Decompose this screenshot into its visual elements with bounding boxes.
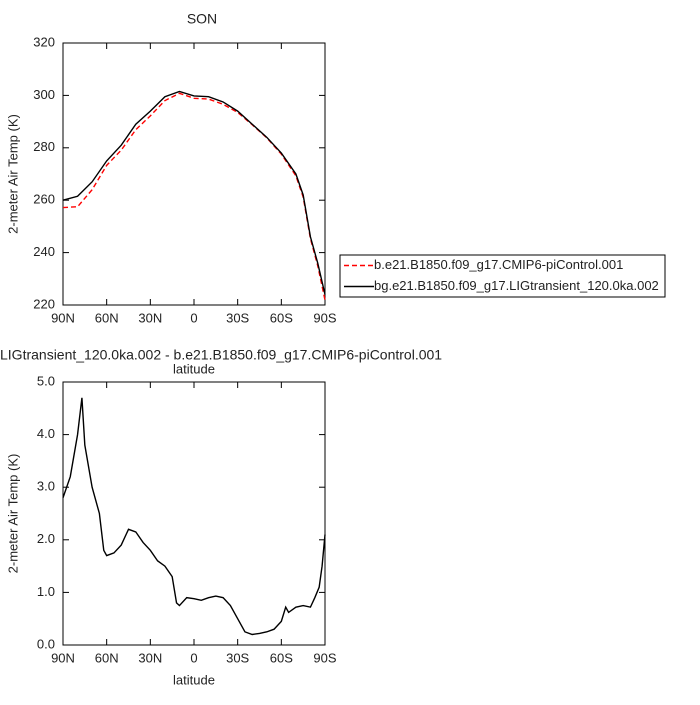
y-tick-label: 3.0 <box>37 479 55 494</box>
y-tick-label: 220 <box>33 296 55 311</box>
data-line <box>62 92 326 301</box>
x-tick-label: 30S <box>226 310 249 325</box>
y-tick-label: 240 <box>33 244 55 259</box>
y-axis-label: 2-meter Air Temp (K) <box>5 114 20 234</box>
y-tick-label: 260 <box>33 192 55 207</box>
y-tick-label: 320 <box>33 34 55 49</box>
x-tick-label: 90N <box>51 650 75 665</box>
x-tick-label: 90S <box>313 650 336 665</box>
x-tick-label: 60N <box>95 650 119 665</box>
y-tick-label: 0.0 <box>37 636 55 651</box>
chart-title: LIGtransient_120.0ka.002 - b.e21.B1850.f… <box>0 347 442 363</box>
panel: LIGtransient_120.0ka.002 - b.e21.B1850.f… <box>0 347 442 688</box>
x-tick-label: 60S <box>270 310 293 325</box>
y-tick-label: 2.0 <box>37 531 55 546</box>
data-line <box>62 397 326 636</box>
x-tick-label: 0 <box>190 650 197 665</box>
y-axis-label: 2-meter Air Temp (K) <box>5 454 20 574</box>
plot-frame <box>62 381 326 646</box>
x-tick-label: 30N <box>138 310 162 325</box>
panel: SON latitude 2-meter Air Temp (K) 90N 60N 30N… <box>5 11 666 376</box>
y-tick-label: 280 <box>33 139 55 154</box>
x-axis-label: latitude <box>173 672 215 687</box>
x-tick-label: 90S <box>313 310 336 325</box>
x-tick-label: 90N <box>51 310 75 325</box>
y-tick-label: 1.0 <box>37 584 55 599</box>
x-tick-label: 30N <box>138 650 162 665</box>
y-tick-label: 4.0 <box>37 426 55 441</box>
legend-box <box>339 254 666 298</box>
y-tick-label: 5.0 <box>37 373 55 388</box>
x-axis-label: latitude <box>173 361 215 376</box>
y-tick-label: 300 <box>33 87 55 102</box>
legend-label: b.e21.B1850.f09_g17.CMIP6-piControl.001 <box>374 257 623 272</box>
x-tick-label: 60N <box>95 310 119 325</box>
chart-title: SON <box>187 11 217 27</box>
x-tick-label: 0 <box>190 310 197 325</box>
x-tick-label: 30S <box>226 650 249 665</box>
x-tick-label: 60S <box>270 650 293 665</box>
data-line <box>62 90 326 295</box>
legend-label: bg.e21.B1850.f09_g17.LIGtransient_120.0k… <box>374 278 659 293</box>
plot-frame <box>62 42 326 306</box>
